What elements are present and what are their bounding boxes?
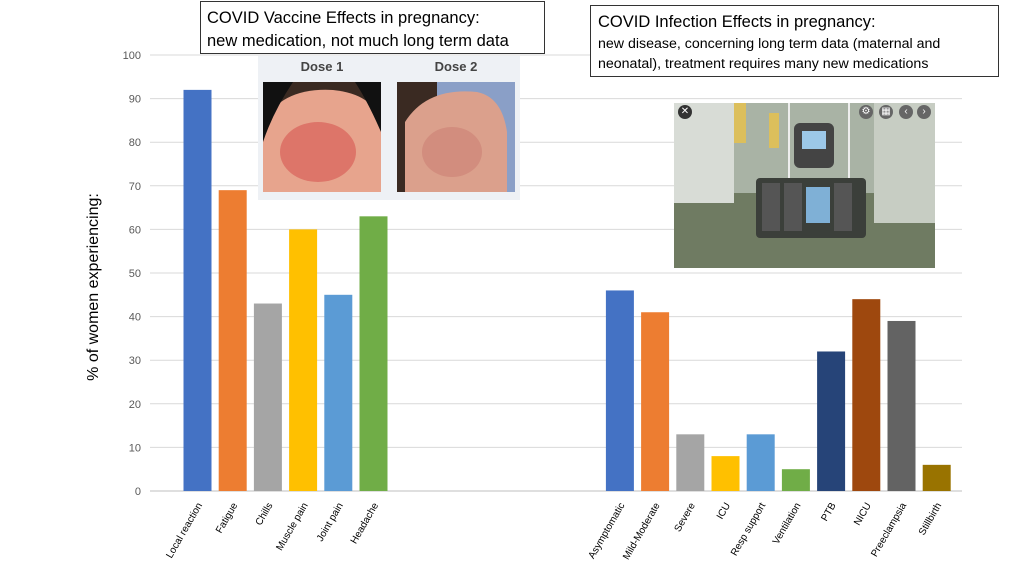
bar-joint-pain [324, 294, 353, 491]
vaccine-callout-subtitle: new medication, not much long term data [207, 32, 509, 50]
x-tick-label: Stillbirth [917, 501, 944, 537]
x-tick-label: Preeclampsia [869, 501, 909, 559]
x-tick-label: Local reaction [164, 501, 205, 560]
next-icon[interactable]: › [917, 105, 931, 119]
bar-preeclampsia [887, 320, 916, 491]
vaccine-arm-reaction-photos: Dose 1 Dose 2 [258, 56, 520, 200]
x-tick-label: ICU [715, 501, 733, 521]
dose-2-arm-image [397, 82, 515, 192]
dose-1-label: Dose 1 [300, 59, 344, 74]
gridlines [150, 54, 962, 492]
x-tick-label: Fatigue [214, 501, 240, 536]
bars [183, 89, 951, 491]
x-tick-label: Ventilation [771, 501, 804, 546]
x-tick-label: Chills [254, 501, 276, 528]
dose-1-arm-image [263, 82, 381, 192]
bar-muscle-pain [289, 229, 318, 491]
x-tick-label: Mild-Moderate [621, 501, 663, 562]
y-axis-ticks: 0 10 20 30 40 50 60 70 80 90 100 [123, 50, 141, 498]
bar-mild-moderate [641, 312, 670, 491]
dose-1-photo: Dose 1 [258, 56, 386, 200]
grid-icon[interactable]: ▦ [879, 105, 893, 119]
bar-stillbirth [922, 464, 951, 491]
y-tick-label: 30 [129, 355, 141, 367]
bar-asymptomatic [605, 290, 634, 491]
y-tick-label: 50 [129, 268, 141, 280]
x-tick-label: Muscle pain [274, 501, 310, 553]
bar-headache [359, 216, 388, 491]
y-tick-label: 70 [129, 181, 141, 193]
y-tick-label: 40 [129, 312, 141, 324]
bar-chills [253, 303, 282, 491]
infection-callout-subtitle: new disease, concerning long term data (… [598, 36, 941, 72]
bar-local-reaction [183, 89, 212, 491]
zoom-icon[interactable]: ⚙ [859, 105, 873, 119]
bar-icu [711, 456, 740, 491]
dose-2-photo: Dose 2 [392, 56, 520, 200]
infection-effects-callout: COVID Infection Effects in pregnancy: ne… [590, 5, 999, 77]
x-tick-label: Resp support [729, 501, 768, 558]
x-tick-label: Joint pain [315, 501, 346, 544]
close-icon[interactable]: ✕ [678, 105, 692, 119]
dose-2-label: Dose 2 [434, 59, 478, 74]
x-tick-label: Asymptomatic [587, 501, 628, 561]
y-tick-label: 90 [129, 94, 141, 106]
x-tick-label: Severe [673, 501, 699, 534]
bar-ventilation [781, 469, 810, 491]
y-tick-label: 10 [129, 442, 141, 454]
x-tick-label: NICU [852, 501, 874, 528]
icu-infusion-pump-photo: ✕ ⚙ ▦ ‹ › [674, 103, 935, 268]
infection-callout-title: COVID Infection Effects in pregnancy: [598, 13, 876, 31]
y-tick-label: 80 [129, 137, 141, 149]
y-tick-label: 20 [129, 399, 141, 411]
bar-severe [676, 434, 705, 491]
vaccine-callout-title: COVID Vaccine Effects in pregnancy: [207, 9, 480, 27]
bar-nicu [852, 299, 881, 491]
vaccine-effects-callout: COVID Vaccine Effects in pregnancy: new … [200, 1, 545, 54]
bar-ptb [817, 351, 846, 491]
bar-fatigue [218, 190, 247, 491]
bar-resp-support [746, 434, 775, 491]
prev-icon[interactable]: ‹ [899, 105, 913, 119]
x-tick-label: PTB [819, 501, 838, 524]
y-tick-label: 0 [135, 486, 141, 498]
y-tick-label: 100 [123, 50, 141, 62]
y-tick-label: 60 [129, 224, 141, 236]
y-axis-label: % of women experiencing: [85, 193, 102, 381]
x-tick-label: Headache [349, 501, 382, 546]
